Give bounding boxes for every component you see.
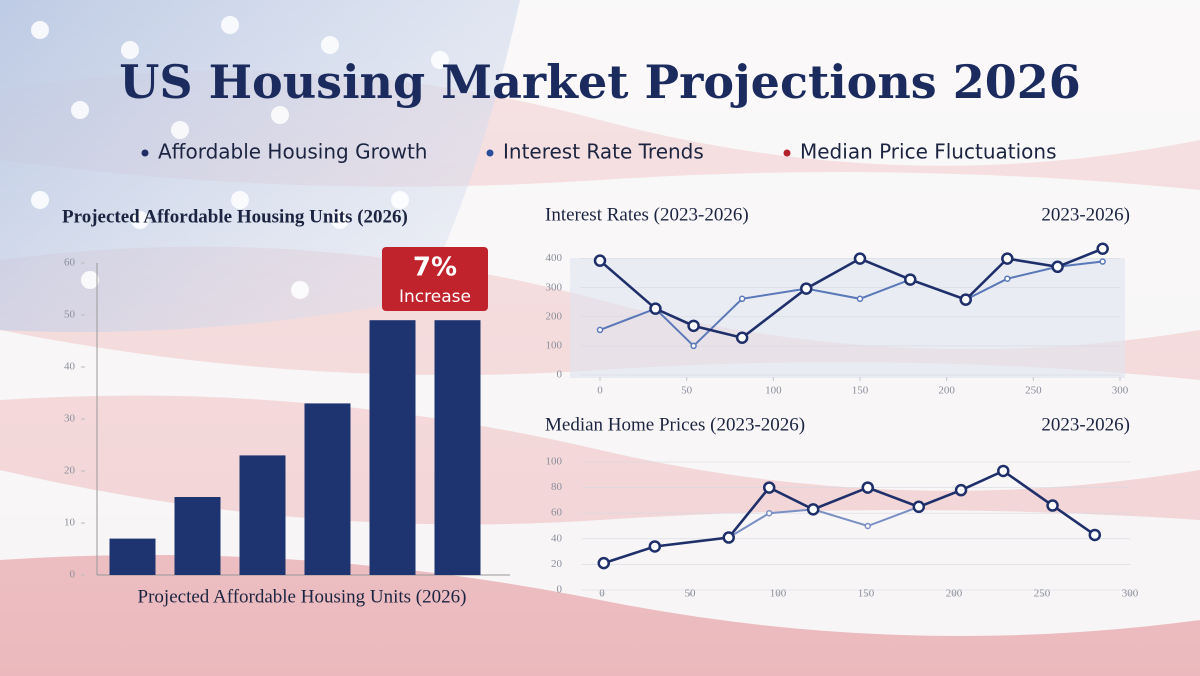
annotation-box [382, 247, 488, 311]
legend-bullet [486, 149, 494, 157]
point [765, 509, 773, 517]
y-tick-label: 0 [70, 569, 76, 581]
point [856, 295, 864, 303]
point [864, 522, 872, 530]
x-tick-label: 50 [681, 385, 693, 397]
point [912, 500, 926, 514]
point [800, 282, 813, 295]
point [1099, 258, 1106, 265]
chart-title: Projected Affordable Housing Units (2026… [62, 206, 408, 227]
legend-bullet [783, 149, 791, 157]
y-tick-label: 40 [64, 361, 76, 373]
chart-title: Interest Rates (2023-2026) [545, 204, 749, 225]
point [1004, 275, 1011, 282]
x-tick-label: 300 [1112, 385, 1129, 397]
x-tick-label: 150 [852, 385, 869, 397]
y-tick-label: 100 [546, 456, 563, 468]
point [997, 464, 1010, 478]
chart-subtitle: 2023-2026) [1041, 204, 1130, 225]
y-tick-label: 20 [551, 558, 563, 570]
point [738, 295, 746, 303]
legend-bullet [141, 149, 149, 157]
point [687, 319, 700, 333]
x-tick-label: 200 [938, 385, 955, 397]
bar [369, 320, 416, 575]
y-tick-label: 0 [557, 369, 563, 381]
point [806, 503, 820, 516]
y-tick-label: 0 [557, 584, 563, 596]
point [1001, 252, 1014, 265]
bar [109, 538, 156, 575]
point [593, 254, 607, 267]
x-tick-label: 100 [765, 385, 782, 397]
point [1088, 528, 1102, 542]
page-title: US Housing Market Projections 2026 [119, 55, 1081, 109]
y-tick-label: 30 [64, 413, 76, 425]
x-tick-label: 0 [597, 385, 603, 397]
chart-subtitle: 2023-2026) [1041, 414, 1130, 435]
point [1051, 260, 1064, 274]
bar [239, 455, 286, 575]
x-tick-label: 250 [1025, 385, 1042, 397]
bar [434, 320, 481, 575]
annotation-value: 7% [413, 253, 457, 283]
point [597, 556, 611, 570]
y-tick-label: 400 [546, 252, 563, 264]
point [596, 326, 604, 334]
y-tick-label: 10 [64, 517, 76, 529]
y-tick-label: 40 [551, 532, 563, 544]
point [649, 302, 662, 315]
y-tick-label: 200 [546, 310, 563, 322]
x-axis-label: Projected Affordable Housing Units (2026… [138, 586, 467, 607]
y-tick-label: 80 [551, 481, 563, 493]
point [861, 481, 875, 494]
y-tick-label: 60 [64, 257, 76, 269]
y-tick-label: 50 [64, 309, 76, 321]
point [722, 531, 735, 544]
legend-label: Interest Rate Trends [503, 140, 704, 164]
legend-label: Affordable Housing Growth [158, 140, 427, 164]
y-tick-label: 60 [551, 507, 563, 519]
bar [304, 403, 351, 575]
point [648, 540, 662, 553]
point [690, 342, 697, 350]
point [762, 481, 776, 494]
point [904, 273, 917, 286]
chart-title: Median Home Prices (2023-2026) [545, 414, 805, 435]
point [1046, 499, 1059, 512]
point [1096, 242, 1109, 255]
point [959, 293, 972, 306]
y-tick-label: 20 [64, 465, 76, 477]
point [853, 252, 867, 265]
y-tick-label: 100 [546, 339, 563, 351]
annotation-label: Increase [399, 287, 471, 307]
point [954, 483, 968, 497]
point [735, 331, 749, 345]
legend-label: Median Price Fluctuations [800, 140, 1056, 164]
bar [174, 497, 221, 575]
y-tick-label: 300 [546, 281, 563, 293]
